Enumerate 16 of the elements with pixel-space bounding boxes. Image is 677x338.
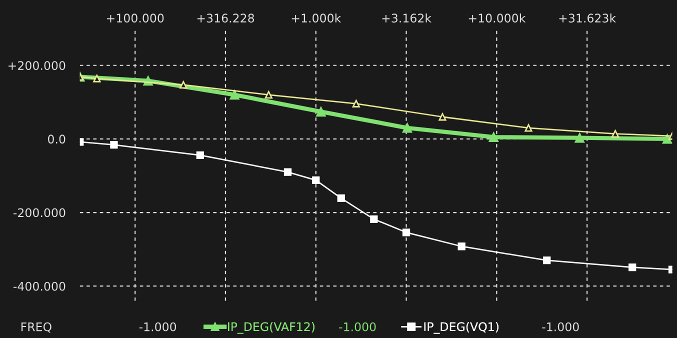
x-tick-label: +100.000 — [106, 14, 164, 23]
y-tick-label: -400.000 — [13, 282, 66, 291]
text: -1.000 — [542, 322, 579, 332]
legend-label: IP_DEG(VQ1) — [424, 322, 498, 334]
x-tick-label: +316.228 — [197, 14, 254, 23]
text: FREQ — [21, 322, 52, 333]
x-tick-label: +3.162k — [382, 13, 432, 23]
text: -1.000 — [339, 322, 376, 332]
x-tick-label: +31.623k — [559, 13, 616, 23]
x-tick-label: +1.000k — [292, 13, 342, 23]
legend-label: IP_DEG(VAF12) — [228, 322, 314, 334]
y-tick-label: +200.000 — [8, 61, 66, 70]
y-tick-label: 0.0 — [48, 134, 66, 144]
x-tick-label: +10.000k — [468, 13, 526, 23]
text: -1.000 — [139, 322, 176, 332]
y-tick-label: -200.000 — [13, 208, 66, 218]
